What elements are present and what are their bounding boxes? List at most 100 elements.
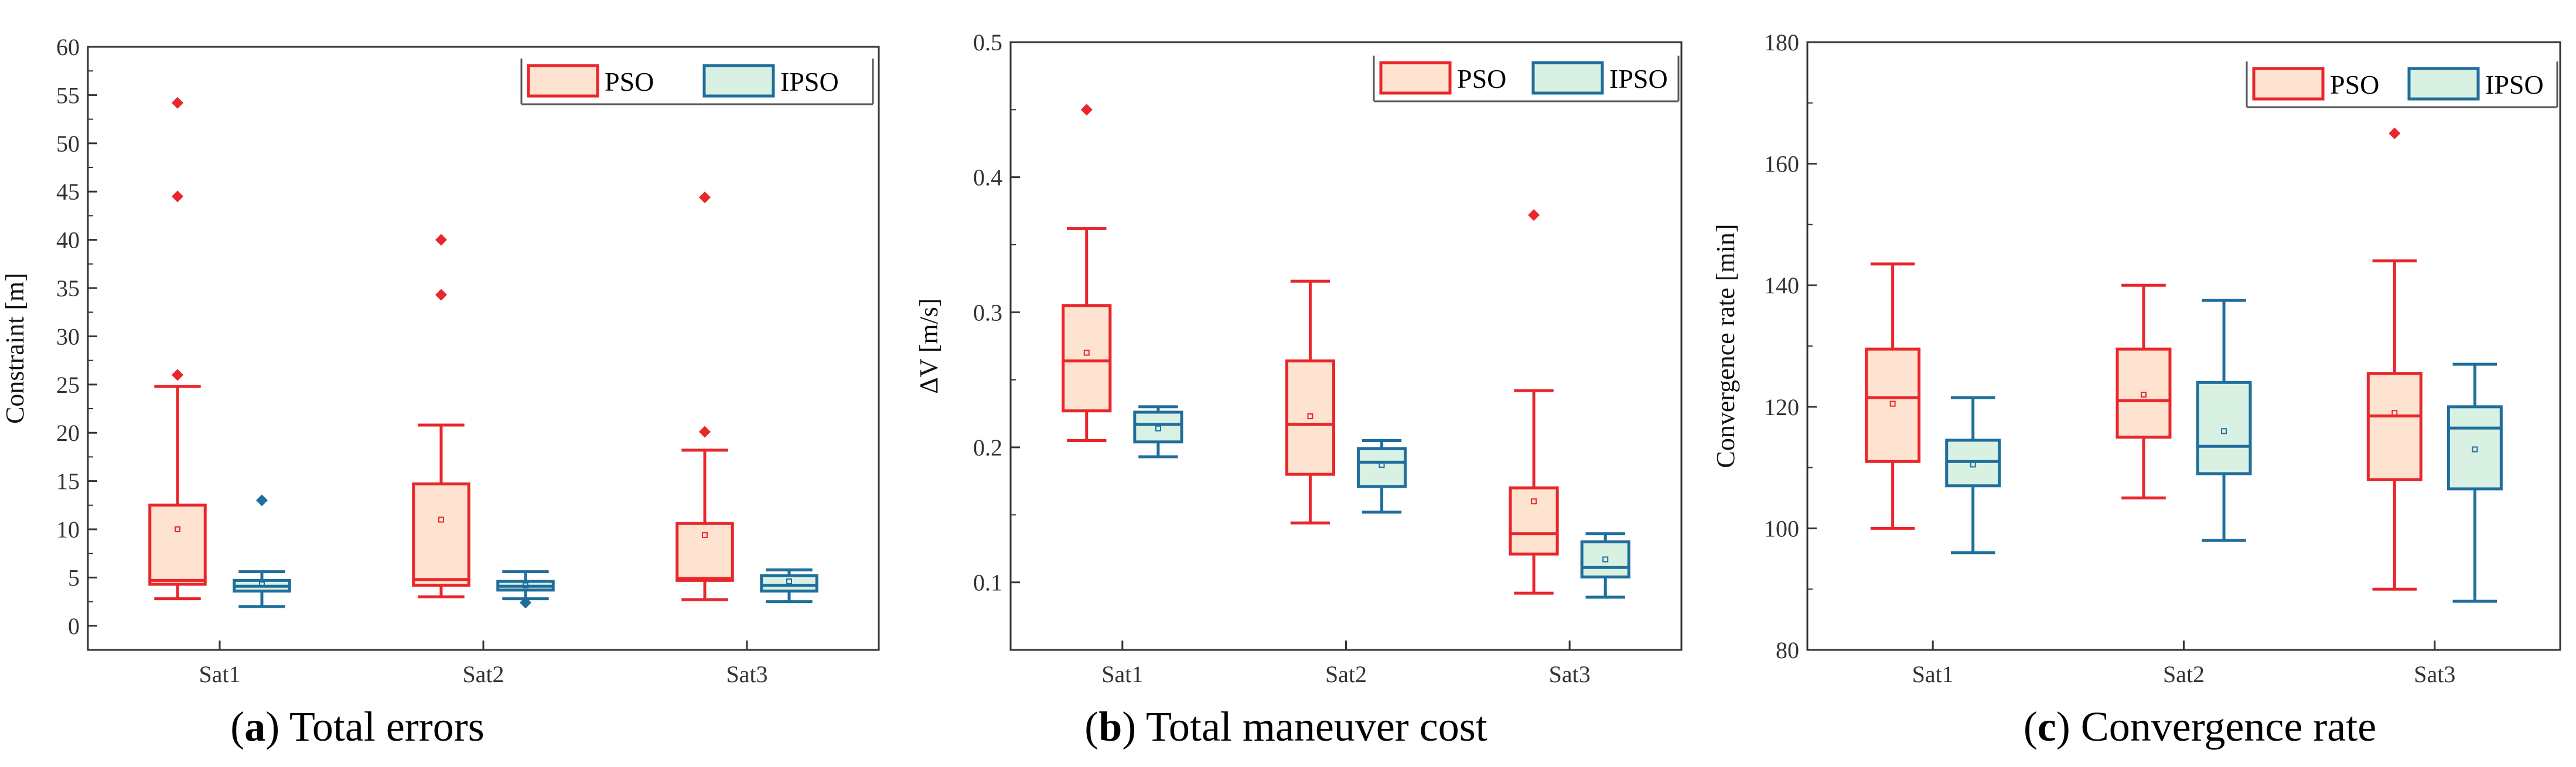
box-pso-sat2: [412, 234, 470, 598]
mean-marker: [702, 532, 708, 538]
mean-marker: [1379, 461, 1385, 468]
box-body: [760, 574, 818, 593]
box-body: [1580, 540, 1630, 578]
legend-label-pso: PSO: [1457, 64, 1506, 94]
outlier-point: [1528, 209, 1540, 221]
x-tick-label: Sat2: [1325, 661, 1367, 687]
box-pso-sat1: [148, 97, 207, 601]
x-tick-label: Sat1: [199, 661, 240, 687]
mean-marker: [175, 526, 180, 532]
box-pso-sat2: [1285, 279, 1336, 525]
x-tick-label: Sat2: [462, 661, 504, 687]
legend-label-ipso: IPSO: [2485, 70, 2544, 100]
caption-b: (b) Total maneuver cost: [1084, 703, 1487, 750]
outlier-point: [1080, 104, 1093, 116]
outlier-point: [699, 426, 711, 438]
y-tick-label: 20: [56, 420, 80, 446]
mean-marker: [438, 516, 444, 523]
y-tick-label: 40: [56, 227, 80, 254]
y-axis-title: Constraint [m]: [1, 273, 29, 424]
outlier-point: [172, 97, 183, 109]
box-body: [2196, 381, 2252, 475]
mean-marker: [1531, 498, 1537, 505]
box-body: [2366, 372, 2423, 481]
x-tick-label: Sat1: [1912, 661, 1954, 687]
y-tick-label: 0.3: [973, 299, 1002, 326]
outlier-point: [520, 597, 531, 609]
outlier-point: [172, 190, 183, 203]
legend: PSO IPSO: [2246, 61, 2558, 108]
y-tick-label: 25: [56, 372, 80, 398]
panel-convergence-rate: 80 100 120 140 160 180 Convergence rate [min] S…: [1711, 29, 2561, 687]
mean-marker: [1602, 556, 1609, 563]
y-tick-label: 35: [56, 275, 80, 302]
outlier-point: [172, 369, 183, 381]
y-tick-label: 180: [1764, 29, 1799, 56]
box-body: [412, 482, 470, 587]
y-tick-label: 100: [1764, 515, 1799, 542]
box-pso-sat1: [1865, 262, 1921, 530]
x-tick-label: Sat2: [2163, 661, 2205, 687]
legend-swatch-pso: [1379, 61, 1452, 95]
y-tick-label: 15: [56, 468, 80, 495]
outlier-point: [699, 191, 711, 204]
legend: PSO IPSO: [1373, 56, 1680, 102]
y-axis-title: Convergence rate [min]: [1711, 224, 1740, 468]
box-body: [1509, 486, 1559, 556]
mean-marker: [1155, 425, 1161, 432]
x-tick-label: Sat1: [1101, 661, 1143, 687]
box-body: [1133, 410, 1183, 444]
y-tick-label: 0: [68, 613, 80, 639]
mean-marker: [786, 578, 792, 584]
legend-swatch-ipso: [1531, 61, 1604, 95]
x-tick-label: Sat3: [1549, 661, 1591, 687]
y-tick-label: 55: [56, 82, 80, 108]
x-tick-label: Sat3: [726, 661, 767, 687]
legend-label-pso: PSO: [605, 67, 654, 97]
box-pso-sat3: [2366, 127, 2423, 591]
mean-marker: [2472, 446, 2478, 453]
box-body: [675, 522, 734, 582]
outlier-point: [435, 234, 447, 246]
box-ipso-sat2: [2196, 299, 2252, 542]
mean-marker: [2140, 392, 2147, 398]
box-body: [2447, 405, 2503, 491]
y-tick-label: 5: [68, 564, 80, 591]
panel-total-maneuver-cost: 0.1 0.2 0.3 0.4 0.5 ΔV [m/s] Sat1 Sat2 Sat3 PSO IP…: [915, 29, 1683, 687]
box-pso-sat2: [2116, 283, 2172, 499]
legend-swatch-pso: [527, 64, 599, 98]
y-tick-label: 10: [56, 516, 80, 543]
box-body: [1062, 304, 1112, 413]
y-tick-label: 0.4: [973, 165, 1002, 191]
y-axis-title: ΔV [m/s]: [915, 298, 943, 393]
mean-marker: [2221, 428, 2227, 434]
box-ipso-sat3: [2447, 362, 2503, 603]
x-tick-label: Sat3: [2414, 661, 2455, 687]
box-body: [1865, 347, 1921, 463]
mean-marker: [523, 582, 528, 588]
y-tick-label: 50: [56, 131, 80, 157]
caption-a: (a) Total errors: [230, 703, 485, 750]
box-body: [2116, 347, 2172, 439]
y-tick-label: 120: [1764, 394, 1799, 420]
mean-marker: [2391, 410, 2398, 416]
mean-marker: [259, 581, 265, 587]
box-ipso-sat2: [496, 570, 555, 609]
legend-swatch-ipso: [2407, 67, 2480, 101]
mean-marker: [1307, 413, 1313, 419]
box-ipso-sat2: [1356, 439, 1407, 514]
y-tick-label: 0.5: [973, 29, 1002, 56]
legend-label-ipso: IPSO: [780, 67, 839, 97]
y-tick-label: 60: [56, 34, 80, 60]
mean-marker: [1889, 400, 1896, 407]
box-pso-sat3: [675, 191, 734, 601]
legend-label-ipso: IPSO: [1609, 64, 1668, 94]
mean-marker: [1083, 350, 1090, 356]
legend-swatch-ipso: [702, 64, 775, 98]
box-pso-sat3: [1509, 209, 1559, 595]
box-body: [1945, 439, 2001, 488]
legend-swatch-pso: [2252, 67, 2325, 101]
box-ipso-sat1: [1945, 396, 2001, 554]
legend-label-pso: PSO: [2330, 70, 2379, 100]
